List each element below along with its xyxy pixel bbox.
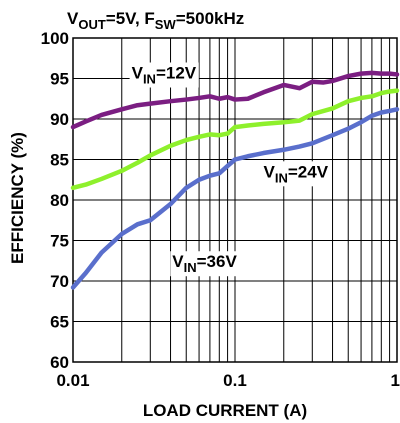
series-line-1 [70,70,400,130]
y-tick-label: 90 [50,110,69,129]
series-labels: VIN=12V VIN=24V VIN=36V [129,62,331,277]
x-tick-label: 0.1 [223,371,247,390]
y-tick-label: 85 [50,151,69,170]
y-axis-ticks: 60 65 70 75 80 85 90 95 100 [41,29,69,372]
grid [72,37,398,363]
x-tick-label: 1 [391,371,400,390]
series-label-text: VIN=12V [132,64,197,87]
series-line-3 [70,107,400,290]
series-label-text: VIN=24V [264,162,329,185]
y-tick-label: 70 [50,272,69,291]
y-axis-label: EFFICIENCY (%) [8,132,27,264]
x-axis-ticks: 0.01 0.1 1 [56,371,400,390]
y-tick-label: 100 [41,29,69,48]
y-tick-label: 65 [50,313,69,332]
series-label-2: VIN=24V [261,161,331,187]
titles: VOUT=5V, FSW=500kHz LOAD CURRENT (A) EFFIC… [8,9,307,420]
series-label-background [129,62,199,88]
y-tick-label: 60 [50,353,69,372]
series-label-3: VIN=36V [170,251,240,277]
y-tick-label: 95 [50,70,69,89]
x-axis-label: LOAD CURRENT (A) [143,401,307,420]
series-label-background [261,161,331,187]
series-lines [70,70,400,290]
plot-frame [72,37,398,363]
y-tick-label: 80 [50,191,69,210]
series-label-text: VIN=36V [172,252,237,275]
x-tick-label: 0.01 [56,371,89,390]
series-label-1: VIN=12V [129,62,199,88]
series-label-background [170,251,240,277]
y-tick-label: 75 [50,232,69,251]
series-line-2 [70,88,400,191]
chart-title: VOUT=5V, FSW=500kHz [67,9,244,32]
